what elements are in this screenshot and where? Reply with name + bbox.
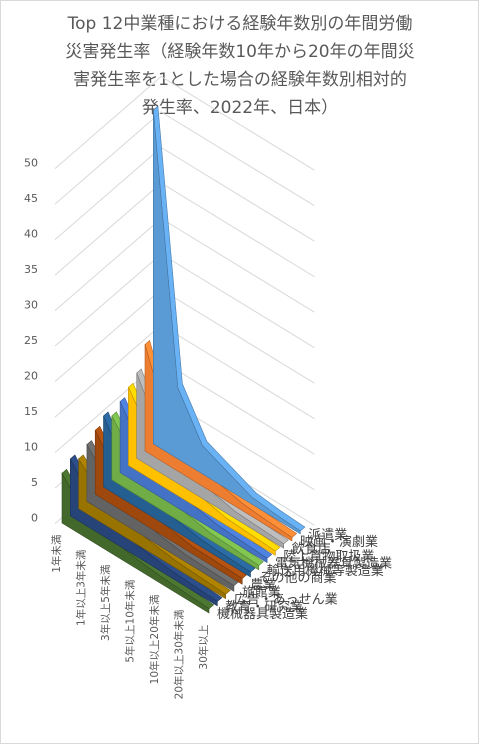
gridline-20 — [54, 288, 315, 384]
y-tick-label-5: 5 — [31, 476, 38, 489]
gridline-45 — [54, 111, 315, 207]
series-label-9: 旅館業 — [242, 584, 281, 600]
y-tick-label-50: 50 — [24, 157, 38, 170]
series-label-5: 電気機械器具製造業 — [275, 556, 392, 572]
series-label-1: 派遣業 — [308, 527, 347, 543]
y-tick-label-45: 45 — [24, 192, 38, 205]
x-tick-label-2: 1年以上3年未満 — [74, 549, 87, 626]
chart-title-line-4: 発生率、2022年、日本） — [141, 98, 339, 118]
chart-title-line-1: Top 12中業種における経験年数別の年間労働 — [67, 14, 413, 34]
x-tick-label-7: 30年以上 — [197, 625, 210, 670]
gridline-30 — [54, 217, 315, 313]
gridline-25 — [54, 253, 315, 349]
series-label-8: 農業 — [250, 577, 276, 593]
series-label-2: 映画・演劇業 — [300, 534, 378, 550]
y-tick-label-30: 30 — [24, 299, 38, 312]
series-area-1 — [153, 110, 301, 535]
y-tick-label-0: 0 — [31, 512, 38, 525]
x-tick-label-4: 5年以上10年未満 — [123, 579, 136, 663]
series-label-3: 飲食店 — [292, 541, 331, 557]
x-tick-label-5: 10年以上20年未満 — [148, 594, 161, 684]
y-tick-label-10: 10 — [24, 441, 38, 454]
y-tick-label-40: 40 — [24, 228, 38, 241]
series-label-4: 陸上貨物取扱業 — [283, 548, 374, 564]
gridline-35 — [54, 182, 315, 278]
series-label-6: 輸送用機械等製造業 — [267, 563, 384, 579]
series-label-12: 機械器具製造業 — [217, 606, 308, 622]
chart-title-line-3: 害発生率を1とした場合の経験年数別相対的 — [73, 70, 407, 90]
x-tick-label-1: 1年未満 — [50, 534, 63, 573]
gridline-50 — [54, 75, 315, 171]
y-tick-label-15: 15 — [24, 405, 38, 418]
series-label-11: 教育・研究業 — [225, 599, 303, 615]
series-label-7: その他の商業 — [259, 570, 337, 586]
y-tick-label-20: 20 — [24, 370, 38, 383]
gridline-40 — [54, 146, 315, 242]
chart-title: Top 12中業種における経験年数別の年間労働 災害発生率（経験年数10年から2… — [20, 10, 460, 122]
y-tick-label-35: 35 — [24, 263, 38, 276]
x-tick-label-6: 20年以上30年未満 — [172, 609, 185, 699]
chart-title-line-2: 災害発生率（経験年数10年から20年の年間災 — [65, 42, 415, 62]
y-tick-label-25: 25 — [24, 334, 38, 347]
series-label-10: 広告・あっせん業 — [234, 592, 338, 608]
x-tick-label-3: 3年以上5年未満 — [99, 564, 112, 641]
